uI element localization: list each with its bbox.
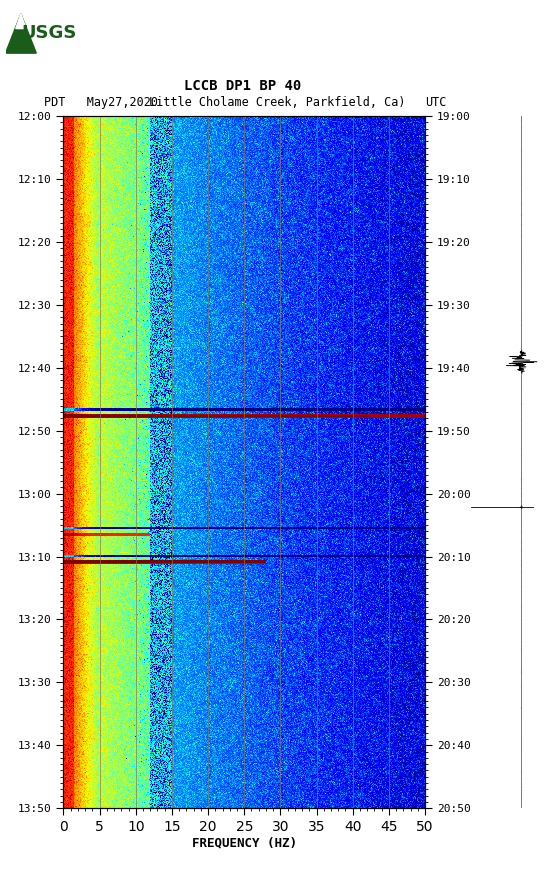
X-axis label: FREQUENCY (HZ): FREQUENCY (HZ)	[192, 837, 297, 850]
Text: PDT   May27,2020: PDT May27,2020	[44, 96, 158, 109]
Text: Little Cholame Creek, Parkfield, Ca): Little Cholame Creek, Parkfield, Ca)	[149, 96, 406, 109]
Text: USGS: USGS	[22, 24, 77, 43]
Polygon shape	[16, 13, 26, 29]
Text: UTC: UTC	[425, 96, 447, 109]
Text: LCCB DP1 BP 40: LCCB DP1 BP 40	[184, 79, 301, 93]
Polygon shape	[6, 13, 36, 53]
